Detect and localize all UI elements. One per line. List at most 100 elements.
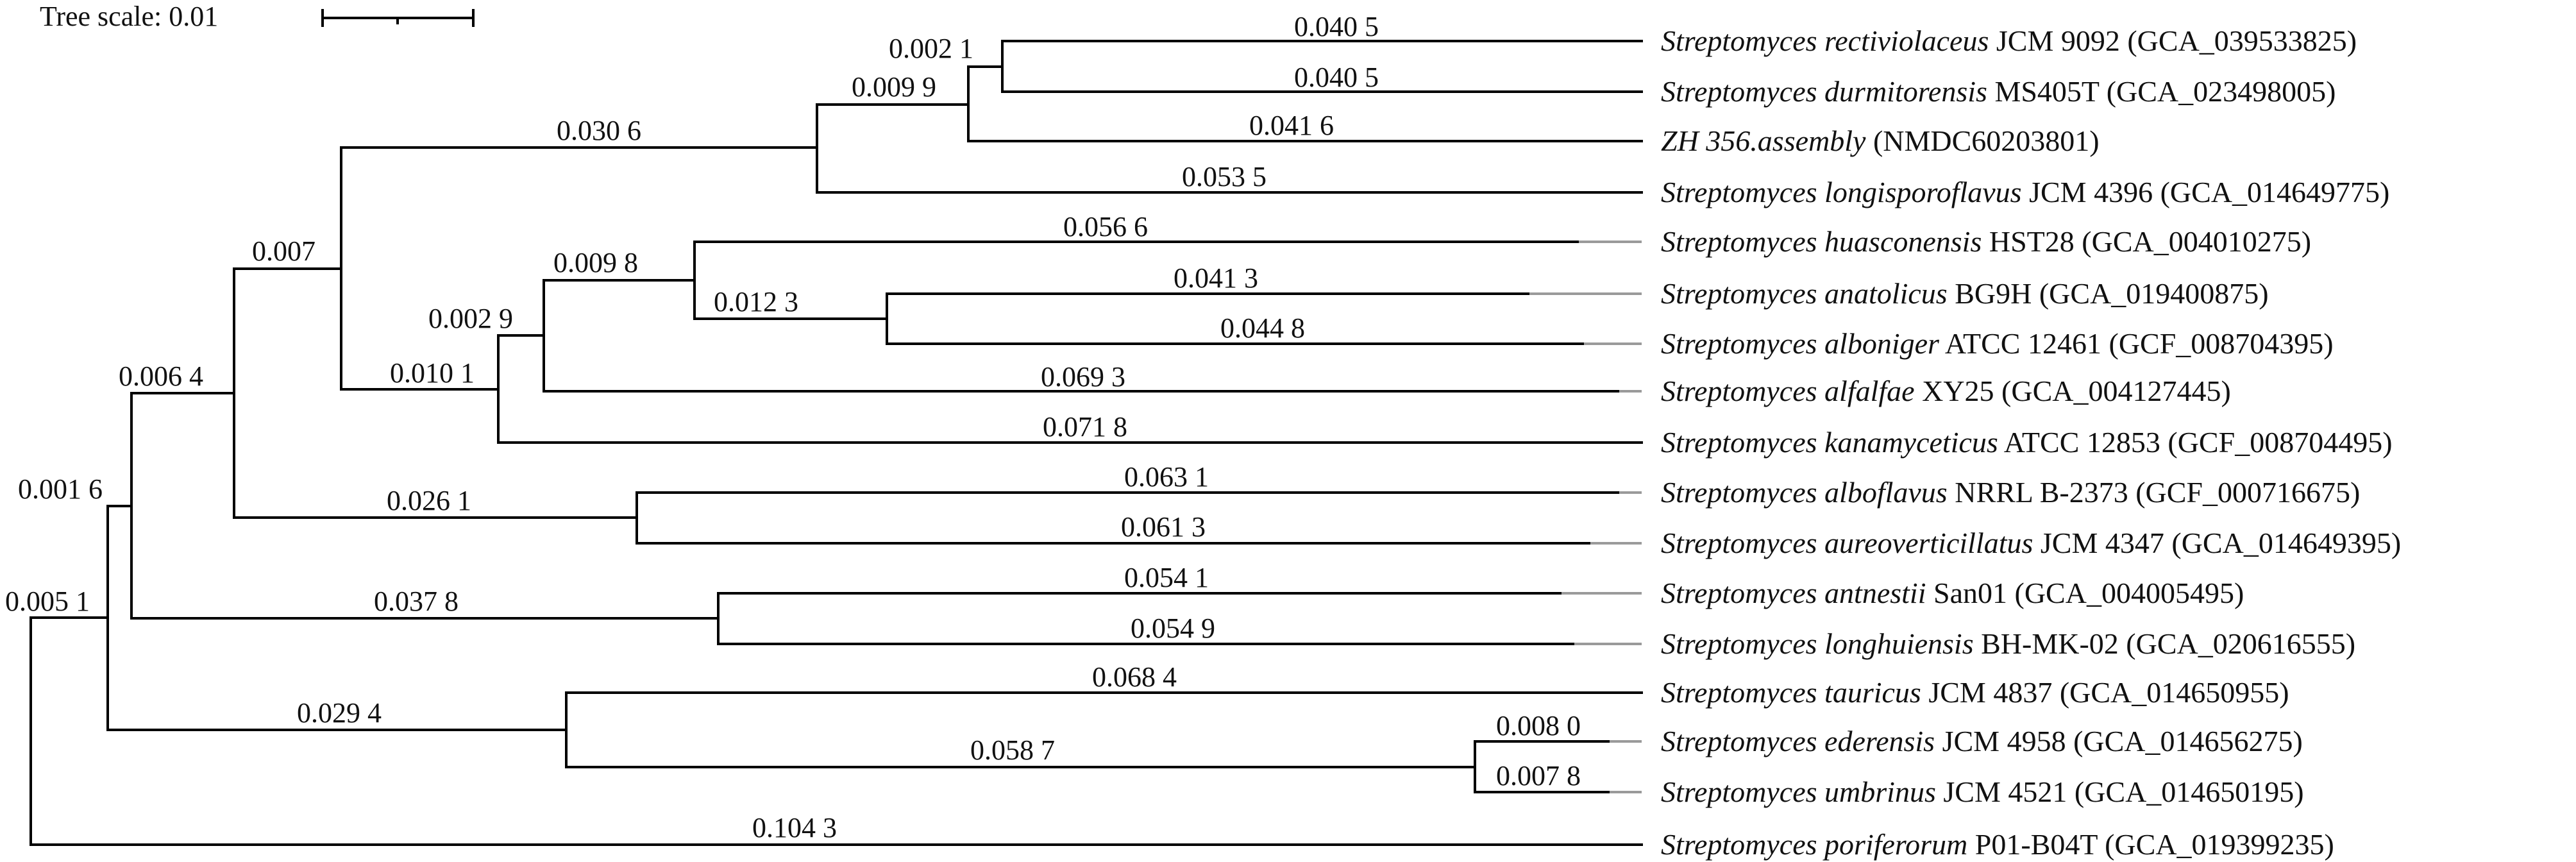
branch-length-label: 0.069 3 [1041, 361, 1125, 393]
leaf-strain: XY25 [1922, 375, 1994, 407]
leaf-label-longisporoflavus: Streptomyces longisporoflavus JCM 4396 (… [1661, 176, 2389, 208]
node-ingroup [29, 505, 109, 731]
branch-length-label: 0.054 1 [1124, 562, 1209, 593]
leaf-strain: San01 [1933, 577, 2007, 609]
branch-length-label: 0.063 1 [1124, 461, 1209, 493]
leaf-species: alboflavus [1824, 476, 1948, 509]
leaf-genus: Streptomyces [1661, 176, 1817, 208]
leaf-strain: HST28 [1989, 225, 2075, 258]
node-antnestii-pair [130, 592, 720, 645]
leaf-genus: Streptomyces [1661, 725, 1817, 757]
leaf-strain: JCM 4958 [1942, 725, 2066, 757]
leaf-genus: Streptomyces [1661, 375, 1817, 407]
tree-scale-bar [321, 9, 475, 27]
node-tauricus-group [106, 691, 568, 768]
leaf-species: aureoverticillatus [1824, 527, 2033, 559]
leaf-strain: MS405T [1994, 75, 2099, 108]
leaf-label-antnestii: Streptomyces antnestii San01 (GCA_004005… [1661, 577, 2244, 609]
leaf-genus: Streptomyces [1661, 676, 1817, 709]
leaf-species: alfalfae [1824, 375, 1915, 407]
node-anat-albo [693, 292, 888, 345]
branch-length-label: 0.053 5 [1182, 161, 1267, 192]
leaf-species: antnestii [1824, 577, 1926, 609]
tree-scale: Tree scale: 0.01 [40, 1, 475, 32]
branch-length-labels: 0.040 5 0.002 1 0.040 5 0.009 9 0.041 6 … [5, 11, 1581, 843]
branch-length-label: 0.009 8 [553, 247, 638, 278]
leaf-strain: P01-B04T [1975, 828, 2098, 861]
leaf-accession: (GCF_008704395) [2109, 327, 2334, 360]
branch-length-label: 0.030 6 [557, 115, 641, 146]
branch-length-label: 0.040 5 [1294, 11, 1379, 42]
leaf-labels: Streptomyces rectiviolaceus JCM 9092 (GC… [1661, 24, 2401, 861]
branch-length-label: 0.006 4 [119, 360, 203, 392]
branch-length-label: 0.002 1 [889, 33, 973, 64]
leaf-genus: Streptomyces [1661, 476, 1817, 509]
branch-length-label: 0.071 8 [1043, 411, 1127, 443]
branch-length-label: 0.005 1 [5, 586, 90, 617]
leaf-label-alfalfae: Streptomyces alfalfae XY25 (GCA_00412744… [1661, 375, 2231, 407]
node-clade4 [340, 103, 818, 194]
tree-branches [29, 40, 1643, 846]
leaf-strain: JCM 4521 [1943, 775, 2067, 808]
leaf-genus: Streptomyces [1661, 828, 1817, 861]
leaf-accession: (GCA_004005495) [2015, 577, 2244, 609]
node-huas-group [543, 241, 696, 320]
leaf-species: rectiviolaceus [1824, 24, 1989, 57]
leaf-accession: (GCA_020616555) [2126, 627, 2355, 660]
branch-length-label: 0.010 1 [390, 357, 475, 389]
leaf-label-alboflavus: Streptomyces alboflavus NRRL B-2373 (GCF… [1661, 476, 2360, 509]
leaf-genus: Streptomyces [1661, 627, 1817, 660]
node-alfalfae-group [497, 279, 545, 393]
leaf-label-umbrinus: Streptomyces umbrinus JCM 4521 (GCA_0146… [1661, 775, 2304, 808]
leaf-accession: (GCA_014656275) [2073, 725, 2303, 757]
leaf-accession: (GCA_014649775) [2160, 176, 2390, 208]
branch-length-label: 0.058 7 [970, 734, 1055, 766]
branch-length-label: 0.012 3 [714, 286, 798, 317]
leaf-species: alboniger [1824, 327, 1940, 360]
leaf-label-tauricus: Streptomyces tauricus JCM 4837 (GCA_0146… [1661, 676, 2289, 709]
node-rect-durm [967, 40, 1004, 93]
branch-length-label: 0.061 3 [1121, 511, 1206, 543]
leaf-genus: Streptomyces [1661, 527, 1817, 559]
leaf-accession: (GCA_014650955) [2060, 676, 2289, 709]
leaf-accession: (GCA_014650195) [2075, 775, 2304, 808]
leaf-accession: (GCA_019399235) [2105, 828, 2334, 861]
leaf-label-longhuiensis: Streptomyces longhuiensis BH-MK-02 (GCA_… [1661, 627, 2355, 660]
branch-length-label: 0.037 8 [374, 586, 459, 617]
leaf-label-aureoverticillatus: Streptomyces aureoverticillatus JCM 4347… [1661, 527, 2401, 559]
leaf-accession: (GCF_008704495) [2168, 426, 2392, 459]
leaf-genus: Streptomyces [1661, 225, 1817, 258]
leaf-species: ederensis [1824, 725, 1935, 757]
leaf-label-poriferorum: Streptomyces poriferorum P01-B04T (GCA_0… [1661, 828, 2334, 861]
leaf-label-rectiviolaceus: Streptomyces rectiviolaceus JCM 9092 (GC… [1661, 24, 2357, 57]
leaf-species: longhuiensis [1824, 627, 1974, 660]
branch-length-label: 0.007 [252, 235, 316, 267]
leaf-species: durmitorensis [1824, 75, 1987, 108]
leaf-accession: (GCA_004127445) [2001, 375, 2231, 407]
leaf-species: umbrinus [1824, 775, 1936, 808]
leaf-genus: Streptomyces [1661, 426, 1817, 459]
branch-length-label: 0.041 3 [1174, 262, 1258, 294]
leaf-label-huasconensis: Streptomyces huasconensis HST28 (GCA_004… [1661, 225, 2311, 258]
leaf-strain: JCM 9092 [1996, 24, 2120, 57]
leaf-strain: BG9H [1955, 277, 2032, 310]
leaf-species: huasconensis [1824, 225, 1982, 258]
leaf-species: anatolicus [1824, 277, 1948, 310]
node-ederensis-pair [565, 740, 1476, 793]
branch-length-label: 0.009 9 [852, 71, 936, 103]
leaf-species: ZH 356.assembly [1661, 124, 1866, 157]
leaf-label-alboniger: Streptomyces alboniger ATCC 12461 (GCF_0… [1661, 327, 2334, 360]
leaf-accession: (GCA_004010275) [2082, 225, 2311, 258]
branch-length-label: 0.040 5 [1294, 62, 1379, 93]
leaf-genus: Streptomyces [1661, 327, 1817, 360]
leaf-accession: (GCA_019400875) [2039, 277, 2269, 310]
leaf-strain: ATCC 12853 [2004, 426, 2160, 459]
leaf-label-anatolicus: Streptomyces anatolicus BG9H (GCA_019400… [1661, 277, 2269, 310]
leaf-accession: (GCA_023498005) [2107, 75, 2336, 108]
branch-length-label: 0.026 1 [387, 485, 471, 516]
branch-length-label: 0.002 9 [428, 303, 513, 334]
node-big-clade [233, 146, 342, 391]
branch-length-label: 0.008 0 [1496, 710, 1581, 741]
leaf-accession: (GCA_039533825) [2127, 24, 2357, 57]
leaf-label-kanamyceticus: Streptomyces kanamyceticus ATCC 12853 (G… [1661, 426, 2393, 459]
